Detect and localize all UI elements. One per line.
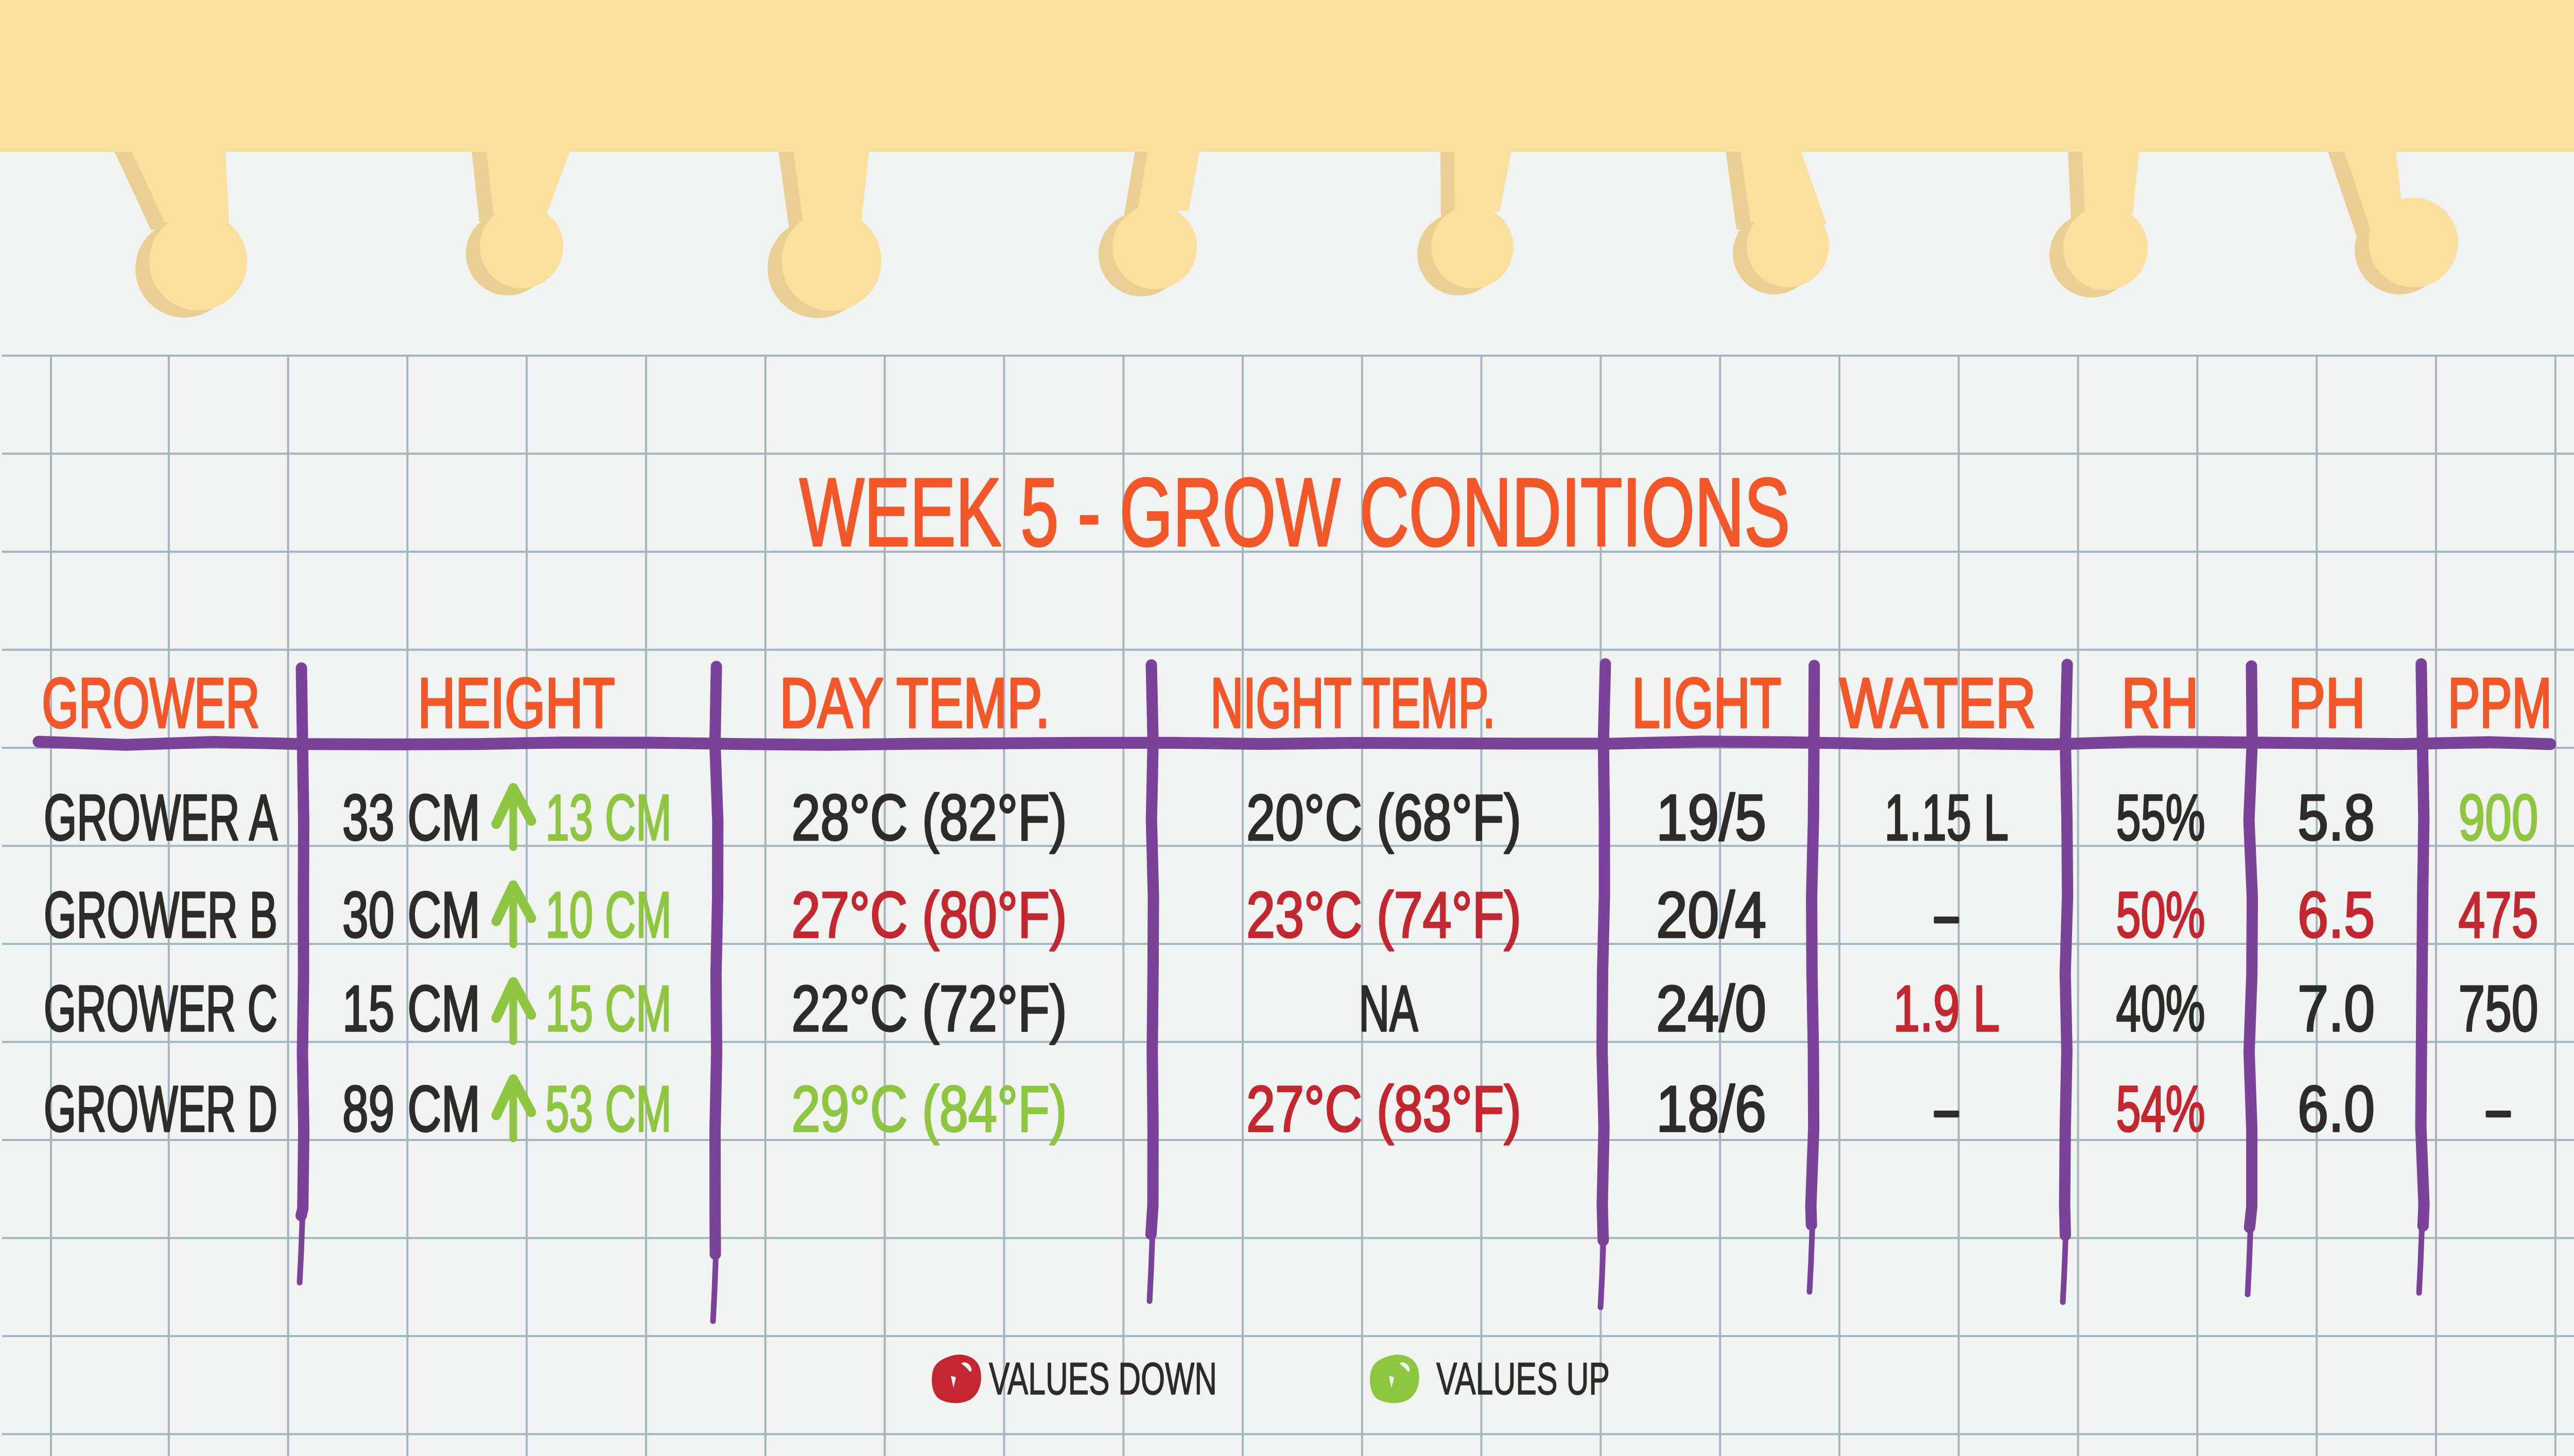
svg-text:22°C (72°F): 22°C (72°F)	[792, 972, 1067, 1045]
svg-text:HEIGHT: HEIGHT	[418, 664, 615, 743]
svg-text:NIGHT TEMP.: NIGHT TEMP.	[1211, 664, 1495, 743]
svg-text:GROWER B: GROWER B	[44, 879, 277, 951]
svg-text:27°C (83°F): 27°C (83°F)	[1246, 1073, 1521, 1145]
svg-text:GROWER A: GROWER A	[44, 781, 277, 854]
svg-text:15 CM: 15 CM	[546, 972, 672, 1045]
svg-text:900: 900	[2459, 781, 2538, 854]
svg-text:33 CM: 33 CM	[342, 781, 480, 854]
svg-text:40%: 40%	[2116, 972, 2205, 1045]
svg-text:VALUES UP: VALUES UP	[1436, 1353, 1610, 1404]
svg-text:5.8: 5.8	[2298, 781, 2375, 854]
svg-text:WEEK 5 - GROW CONDITIONS: WEEK 5 - GROW CONDITIONS	[799, 458, 1790, 566]
svg-text:20°C (68°F): 20°C (68°F)	[1246, 781, 1521, 854]
svg-text:6.0: 6.0	[2298, 1073, 2375, 1145]
svg-text:-: -	[1931, 879, 1962, 951]
svg-text:PH: PH	[2288, 664, 2366, 743]
svg-text:15 CM: 15 CM	[342, 972, 480, 1045]
svg-text:7.0: 7.0	[2298, 972, 2375, 1045]
svg-text:53 CM: 53 CM	[546, 1073, 672, 1145]
svg-text:10 CM: 10 CM	[546, 879, 672, 951]
svg-text:1.15 L: 1.15 L	[1885, 781, 2009, 854]
svg-text:30 CM: 30 CM	[342, 879, 480, 951]
svg-text:28°C (82°F): 28°C (82°F)	[792, 781, 1067, 854]
svg-text:50%: 50%	[2116, 879, 2205, 951]
svg-text:WATER: WATER	[1839, 664, 2036, 743]
svg-text:750: 750	[2459, 972, 2538, 1045]
svg-text:GROWER C: GROWER C	[44, 972, 277, 1045]
svg-text:PPM: PPM	[2448, 664, 2552, 743]
svg-text:23°C (74°F): 23°C (74°F)	[1246, 879, 1521, 951]
svg-text:20/4: 20/4	[1656, 879, 1766, 951]
svg-text:54%: 54%	[2116, 1073, 2205, 1145]
svg-text:27°C (80°F): 27°C (80°F)	[792, 879, 1067, 951]
svg-text:18/6: 18/6	[1656, 1073, 1766, 1145]
svg-text:GROWER D: GROWER D	[44, 1073, 277, 1145]
svg-text:1.9 L: 1.9 L	[1893, 972, 2000, 1045]
svg-text:55%: 55%	[2116, 781, 2205, 854]
svg-text:NA: NA	[1359, 972, 1418, 1045]
svg-text:-: -	[2483, 1073, 2514, 1145]
svg-text:GROWER: GROWER	[42, 664, 260, 743]
svg-text:24/0: 24/0	[1656, 972, 1766, 1045]
svg-text:DAY TEMP.: DAY TEMP.	[780, 664, 1050, 743]
svg-text:-: -	[1931, 1073, 1962, 1145]
svg-text:6.5: 6.5	[2298, 879, 2375, 951]
svg-text:RH: RH	[2121, 664, 2199, 743]
svg-text:29°C (84°F): 29°C (84°F)	[792, 1073, 1067, 1145]
svg-text:VALUES DOWN: VALUES DOWN	[989, 1353, 1217, 1404]
svg-text:19/5: 19/5	[1656, 781, 1766, 854]
svg-text:89 CM: 89 CM	[342, 1073, 480, 1145]
svg-text:475: 475	[2459, 879, 2538, 951]
svg-text:13 CM: 13 CM	[546, 781, 672, 854]
svg-text:LIGHT: LIGHT	[1632, 664, 1781, 743]
